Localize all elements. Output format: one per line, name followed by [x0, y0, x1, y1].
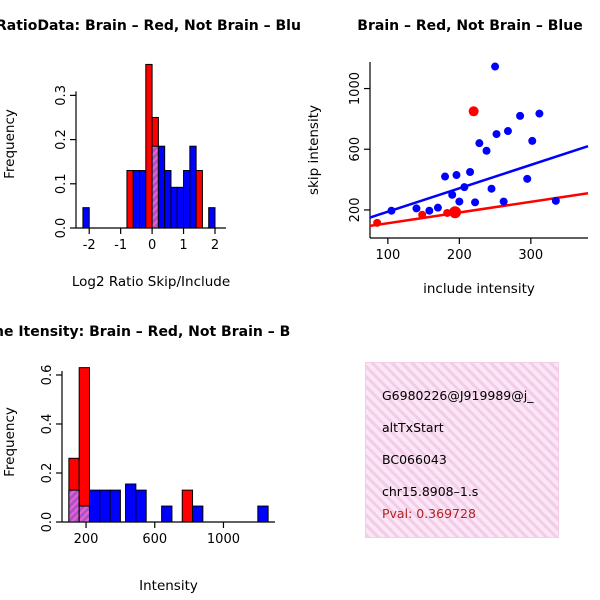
locus-line: chr15.8908–1.s — [382, 484, 479, 499]
hist-bar-blue — [161, 505, 173, 523]
hist-bar-overlap — [78, 505, 90, 523]
hist-bar-blue — [208, 207, 216, 229]
blue-fit-line — [369, 145, 589, 219]
y-tick-label: 0.1 — [54, 173, 69, 194]
y-axis-label: skip intensity — [306, 105, 322, 195]
brain-point — [468, 106, 479, 117]
not-brain-point — [455, 197, 464, 206]
x-tick-label: -2 — [83, 238, 96, 253]
x-axis-label: Log2 Ratio Skip/Include — [72, 274, 230, 290]
x-tick-label: 1 — [179, 238, 187, 253]
y-tick-label: 600 — [348, 137, 363, 162]
brain-point — [449, 206, 462, 219]
not-brain-point — [551, 196, 560, 205]
intensity-scatter-svg: Brain – Red, Not Brain – Blue 100 200 300 20… — [306, 18, 589, 297]
hist-bar-overlap — [68, 489, 80, 523]
y-tick-label: 0.4 — [40, 414, 55, 435]
not-brain-point — [523, 174, 532, 183]
x-tick-label: 300 — [518, 248, 543, 263]
y-tick-label: 0.0 — [40, 512, 55, 533]
not-brain-point — [487, 184, 496, 193]
x-tick-label: 2 — [211, 238, 219, 253]
not-brain-point — [482, 146, 491, 155]
hist-bar-blue — [164, 170, 172, 229]
ratio-histogram-svg: RatioData: Brain – Red, Not Brain – Blu -… — [0, 18, 300, 290]
hist-bar-blue — [157, 145, 166, 229]
y-tick-label: 0.0 — [54, 218, 69, 239]
hist-bar-blue — [139, 170, 147, 229]
panel-ratio-histogram: RatioData: Brain – Red, Not Brain – Blu -… — [0, 0, 300, 300]
y-tick-label: 0.2 — [40, 463, 55, 484]
panel-intensity-scatter: Brain – Red, Not Brain – Blue 100 200 300 20… — [300, 0, 600, 300]
panel-event-info: G6980226@J919989@j_ altTxStart BC066043 … — [300, 300, 600, 600]
x-tick-label: 100 — [375, 248, 400, 263]
accession-line: BC066043 — [382, 452, 447, 467]
hist-bar-blue — [183, 170, 191, 229]
not-brain-point — [448, 190, 457, 199]
x-tick-label: 200 — [447, 248, 472, 263]
y-tick-label: 0.6 — [40, 365, 55, 386]
brain-point — [373, 218, 382, 227]
y-tick-label: 200 — [348, 198, 363, 223]
hist-bar-blue — [176, 186, 185, 229]
y-tick-label: 0.3 — [54, 85, 69, 106]
y-axis-label: Frequency — [2, 109, 18, 179]
intensity-histogram-svg: ne Itensity: Brain – Red, Not Brain – B 2… — [0, 324, 290, 594]
chart-title: RatioData: Brain – Red, Not Brain – Blu — [0, 18, 300, 34]
hist-bar-blue — [88, 489, 101, 523]
hist-bar-blue — [135, 489, 147, 523]
not-brain-point — [491, 62, 500, 71]
hist-bar-red — [181, 489, 194, 523]
hist-bar-red — [126, 170, 134, 229]
not-brain-point — [452, 171, 461, 180]
hist-bar-blue — [82, 207, 90, 229]
hist-bar-overlap — [151, 145, 159, 229]
hist-bar-red — [78, 367, 90, 523]
hist-bar-red — [195, 170, 203, 229]
gene-id-line: G6980226@J919989@j_ — [382, 388, 534, 403]
not-brain-point — [516, 111, 525, 120]
not-brain-point — [425, 206, 434, 215]
not-brain-point — [466, 168, 475, 176]
not-brain-point — [441, 172, 450, 181]
hist-bar-blue — [132, 170, 141, 229]
hist-bar-blue — [192, 505, 204, 523]
not-brain-point — [475, 139, 484, 148]
y-tick-label: 0.2 — [54, 129, 69, 150]
y-axis-label: Frequency — [2, 407, 18, 477]
x-tick-label: 0 — [148, 238, 156, 253]
hist-bar-blue — [189, 145, 197, 229]
brain-point — [418, 210, 427, 219]
panel-intensity-histogram: ne Itensity: Brain – Red, Not Brain – B 2… — [0, 300, 300, 600]
not-brain-point — [492, 130, 501, 139]
not-brain-point — [499, 197, 508, 206]
hist-bar-blue — [257, 505, 269, 523]
hist-bar-blue — [125, 483, 137, 523]
red-fit-line — [369, 192, 589, 228]
x-tick-label: -1 — [114, 238, 127, 253]
hist-bar-blue — [109, 489, 121, 523]
not-brain-point — [412, 204, 421, 213]
not-brain-point — [460, 183, 469, 192]
hist-bar-blue — [99, 489, 111, 523]
x-tick-label: 600 — [142, 532, 167, 547]
chart-title: ne Itensity: Brain – Red, Not Brain – B — [0, 324, 290, 340]
not-brain-point — [433, 203, 442, 212]
pval-line: Pval: 0.369728 — [382, 506, 476, 521]
not-brain-point — [471, 198, 480, 207]
info-box: G6980226@J919989@j_ altTxStart BC066043 … — [365, 362, 559, 538]
x-axis-label: include intensity — [423, 281, 535, 297]
chart-title: Brain – Red, Not Brain – Blue — [357, 18, 582, 34]
x-tick-label: 1000 — [207, 532, 240, 547]
not-brain-point — [528, 136, 537, 145]
hist-bar-red — [145, 63, 153, 229]
not-brain-point — [535, 109, 544, 118]
event-type-line: altTxStart — [382, 420, 444, 435]
hist-bar-blue — [170, 186, 178, 229]
y-tick-label: 1000 — [348, 72, 363, 105]
x-axis-label: Intensity — [139, 578, 198, 594]
not-brain-point — [387, 206, 396, 215]
not-brain-point — [503, 127, 512, 136]
x-tick-label: 200 — [74, 532, 99, 547]
